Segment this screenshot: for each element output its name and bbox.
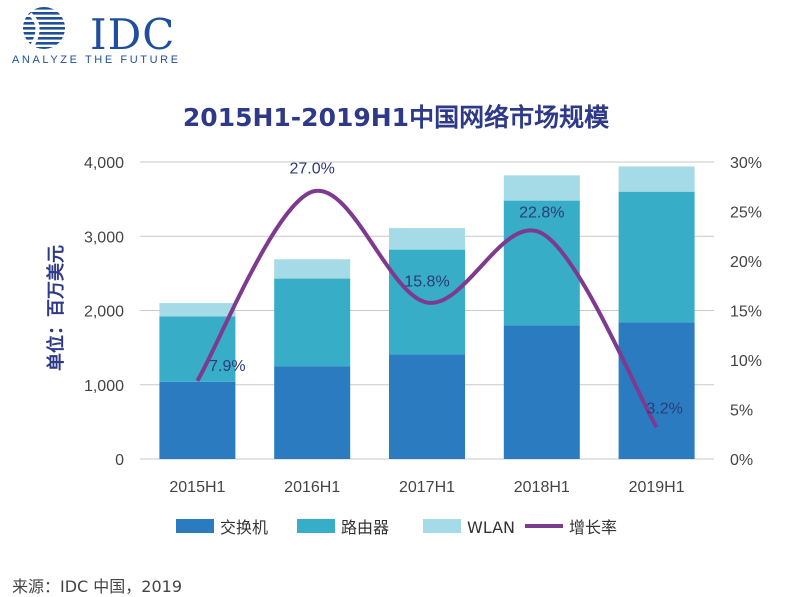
legend-swatch	[423, 519, 461, 533]
bar-segment	[618, 191, 695, 323]
growth-data-label: 15.8%	[404, 274, 449, 291]
bars	[159, 166, 695, 459]
y2-tick-label: 10%	[730, 353, 762, 370]
y2-tick-label: 15%	[730, 304, 762, 321]
bar-segment	[503, 175, 580, 201]
legend-swatch	[297, 519, 335, 533]
source-note: 来源：IDC 中国，2019	[12, 577, 183, 596]
bar-segment	[159, 303, 236, 317]
bar-segment	[274, 278, 351, 367]
x-tick-label: 2015H1	[169, 479, 225, 496]
y-tick-label: 3,000	[84, 229, 124, 246]
y2-tick-label: 25%	[730, 205, 762, 222]
y2-tick-label: 30%	[730, 155, 762, 172]
x-axis-ticks: 2015H1 2016H1 2017H1 2018H1 2019H1	[169, 479, 684, 496]
legend-label: 交换机	[220, 518, 268, 537]
x-tick-label: 2016H1	[284, 479, 340, 496]
y-axis-ticks: 0 1,000 2,000 3,000 4,000	[84, 155, 124, 469]
legend-label: 增长率	[569, 518, 617, 537]
legend: 交换机 路由器 WLAN 增长率	[176, 518, 617, 537]
growth-data-label: 22.8%	[519, 204, 564, 221]
y-axis-label: 单位：百万美元	[45, 245, 67, 371]
y2-tick-label: 0%	[730, 452, 753, 469]
bar-segment	[503, 200, 580, 326]
growth-data-label: 7.9%	[209, 358, 245, 375]
y-tick-label: 0	[115, 452, 124, 469]
bar-segment	[618, 322, 695, 459]
bar-segment	[159, 381, 236, 459]
y-tick-label: 2,000	[84, 304, 124, 321]
bar-segment	[389, 228, 465, 250]
chart-title: 2015H1-2019H1中国网络市场规模	[182, 103, 610, 132]
legend-label: 路由器	[341, 518, 389, 537]
idc-logo: IDC ANALYZE THE FUTURE	[10, 6, 210, 68]
bar-segment	[274, 259, 351, 279]
y-tick-label: 4,000	[84, 155, 124, 172]
y2-axis-ticks: 0% 5% 10% 15% 20% 25% 30%	[730, 155, 762, 469]
growth-data-label: 27.0%	[290, 161, 335, 178]
y-tick-label: 1,000	[84, 378, 124, 395]
bar-segment	[618, 166, 695, 192]
legend-swatch	[176, 519, 214, 533]
y2-tick-label: 20%	[730, 254, 762, 271]
x-tick-label: 2017H1	[399, 479, 455, 496]
globe-icon	[23, 7, 65, 49]
y2-tick-label: 5%	[730, 403, 753, 420]
growth-line	[195, 188, 659, 429]
bar-segment	[274, 366, 351, 459]
x-tick-label: 2019H1	[629, 479, 685, 496]
growth-data-label: 3.2%	[646, 400, 682, 417]
data-labels: 7.9% 27.0% 15.8% 22.8% 3.2%	[209, 161, 683, 418]
logo-tagline: ANALYZE THE FUTURE	[12, 54, 181, 66]
bar-segment	[389, 354, 465, 459]
logo-text: IDC	[90, 10, 176, 59]
bar-segment	[503, 325, 580, 459]
legend-label: WLAN	[467, 518, 515, 537]
growth-line-path	[195, 188, 659, 429]
x-tick-label: 2018H1	[514, 479, 570, 496]
